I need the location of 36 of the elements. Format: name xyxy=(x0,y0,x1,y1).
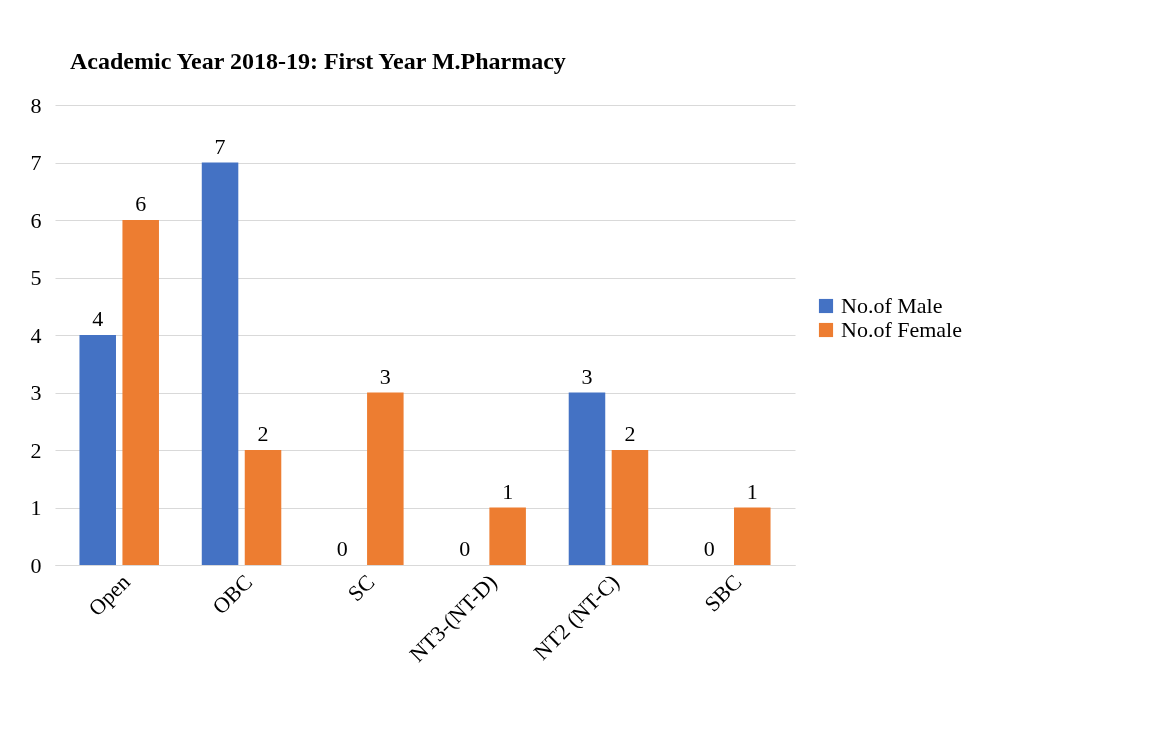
y-tick-label: 2 xyxy=(30,437,42,463)
bar xyxy=(122,220,159,565)
data-label: 3 xyxy=(581,363,593,389)
data-label: 0 xyxy=(459,536,471,561)
bar xyxy=(201,162,239,565)
legend-label: No.of Female xyxy=(841,317,962,342)
y-tick-label: 0 xyxy=(30,552,42,578)
y-tick-label: 6 xyxy=(30,207,42,233)
x-tick-label: SBC xyxy=(699,569,747,617)
bar xyxy=(734,507,771,565)
y-tick-label: 1 xyxy=(30,495,42,520)
bar xyxy=(489,507,526,565)
bar xyxy=(367,392,404,565)
data-label: 7 xyxy=(214,133,226,159)
x-tick-label: Open xyxy=(83,569,135,621)
x-tick-label: SC xyxy=(342,569,380,607)
bar xyxy=(611,450,649,565)
legend-label: No.of Male xyxy=(841,293,943,318)
data-label: 0 xyxy=(336,536,348,561)
y-tick-label: 4 xyxy=(30,322,42,348)
data-label: 1 xyxy=(746,478,758,504)
data-label: 2 xyxy=(257,421,269,446)
data-label: 1 xyxy=(502,478,514,504)
data-label: 4 xyxy=(92,306,104,331)
data-label: 6 xyxy=(135,191,147,216)
bar xyxy=(244,450,282,565)
data-label: 0 xyxy=(703,536,715,561)
bar xyxy=(568,392,606,565)
y-tick-label: 7 xyxy=(30,150,42,175)
data-label: 3 xyxy=(379,363,391,389)
bar xyxy=(79,335,116,565)
y-tick-label: 8 xyxy=(30,92,42,118)
y-tick-label: 3 xyxy=(30,380,42,405)
y-tick-label: 5 xyxy=(30,265,42,290)
chart-title: Academic Year 2018-19: First Year M.Pharmacy xyxy=(70,48,566,74)
data-label: 2 xyxy=(624,421,636,446)
